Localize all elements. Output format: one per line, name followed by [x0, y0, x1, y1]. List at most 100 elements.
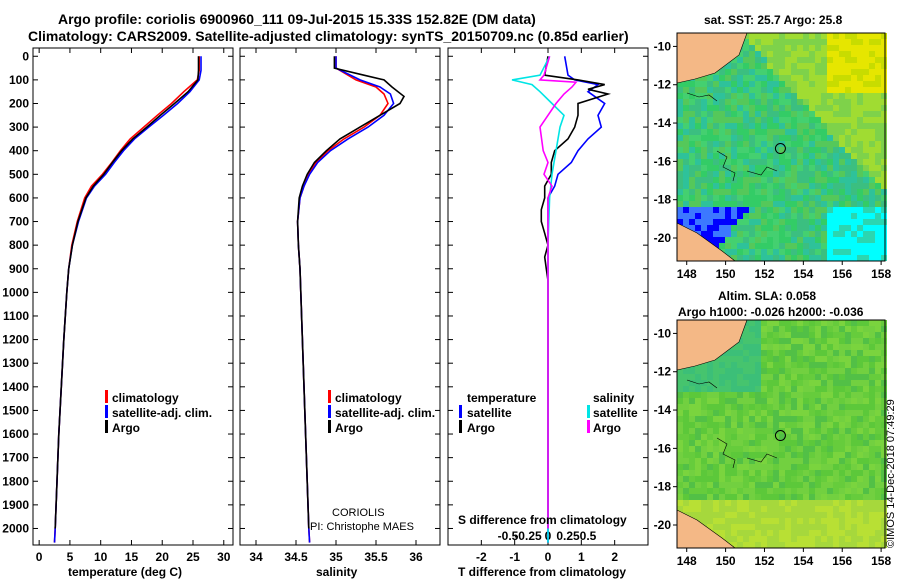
map-cell [707, 219, 713, 225]
map-cell [803, 464, 809, 470]
map-cell [737, 344, 743, 350]
map-cell [845, 470, 851, 476]
map-cell [743, 446, 749, 452]
map-cell [683, 398, 689, 404]
map-cell [731, 518, 737, 524]
map-cell [821, 171, 827, 177]
map-cell [683, 201, 689, 207]
map-cell [815, 500, 821, 506]
map-cell [797, 129, 803, 135]
map-cell [833, 338, 839, 344]
map-cell [767, 249, 773, 255]
map-cell [743, 386, 749, 392]
map-cell [845, 159, 851, 165]
map-cell [701, 129, 707, 135]
map-cell [713, 129, 719, 135]
map-cell [731, 404, 737, 410]
map-cell [845, 446, 851, 452]
map-cell [695, 470, 701, 476]
map-cell [725, 141, 731, 147]
map-cell [743, 141, 749, 147]
map-cell [791, 153, 797, 159]
map-cell [785, 255, 791, 261]
map-cell [779, 416, 785, 422]
map-cell [779, 476, 785, 482]
map-cell [791, 81, 797, 87]
map-cell [839, 530, 845, 536]
map-cell [755, 207, 761, 213]
map-cell [695, 434, 701, 440]
map-cell [827, 183, 833, 189]
map-cell [731, 476, 737, 482]
map-cell [767, 458, 773, 464]
map-cell [833, 320, 839, 326]
map-cell [869, 51, 875, 57]
map-cell [701, 416, 707, 422]
map-cell [809, 434, 815, 440]
map-cell [725, 470, 731, 476]
map-cell [731, 201, 737, 207]
lat-tick-label: -10 [654, 39, 672, 53]
map-cell [839, 219, 845, 225]
x-tick-label: 30 [217, 550, 231, 564]
map-cell [731, 440, 737, 446]
map-cell [881, 243, 887, 249]
map-cell [839, 111, 845, 117]
map-cell [803, 398, 809, 404]
map-cell [827, 237, 833, 243]
map-cell [821, 350, 827, 356]
map-cell [803, 225, 809, 231]
map-cell [725, 153, 731, 159]
map-cell [833, 356, 839, 362]
map-cell [743, 506, 749, 512]
map-cell [833, 219, 839, 225]
map-cell [689, 470, 695, 476]
map-cell [737, 542, 743, 548]
map-cell [713, 159, 719, 165]
map-cell [743, 129, 749, 135]
map-cell [755, 75, 761, 81]
map-cell [785, 183, 791, 189]
map-cell [719, 362, 725, 368]
map-cell [851, 410, 857, 416]
x-tick-label: 2 [611, 550, 618, 564]
map-cell [743, 63, 749, 69]
map-cell [797, 123, 803, 129]
map-cell [803, 512, 809, 518]
map-cell [839, 332, 845, 338]
map-cell [707, 123, 713, 129]
map-cell [815, 207, 821, 213]
map-cell [809, 33, 815, 39]
map-cell [695, 117, 701, 123]
map-cell [755, 147, 761, 153]
map-cell [761, 69, 767, 75]
map-cell [845, 518, 851, 524]
map-cell [779, 320, 785, 326]
map-cell [797, 51, 803, 57]
map-cell [695, 159, 701, 165]
map-cell [857, 159, 863, 165]
map-cell [881, 440, 887, 446]
map-cell [761, 225, 767, 231]
map-cell [827, 404, 833, 410]
map-cell [731, 243, 737, 249]
map-cell [683, 81, 689, 87]
map-cell [677, 111, 683, 117]
map-cell [803, 506, 809, 512]
map-cell [791, 446, 797, 452]
map-cell [725, 171, 731, 177]
map-cell [725, 392, 731, 398]
map-cell [839, 392, 845, 398]
map-cell [845, 219, 851, 225]
map-cell [845, 195, 851, 201]
map-cell [695, 398, 701, 404]
map-cell [815, 392, 821, 398]
map-cell [845, 183, 851, 189]
map-cell [821, 458, 827, 464]
map-cell [767, 87, 773, 93]
map-cell [839, 368, 845, 374]
map-cell [761, 129, 767, 135]
map-cell [857, 75, 863, 81]
map-cell [743, 87, 749, 93]
map-cell [755, 332, 761, 338]
